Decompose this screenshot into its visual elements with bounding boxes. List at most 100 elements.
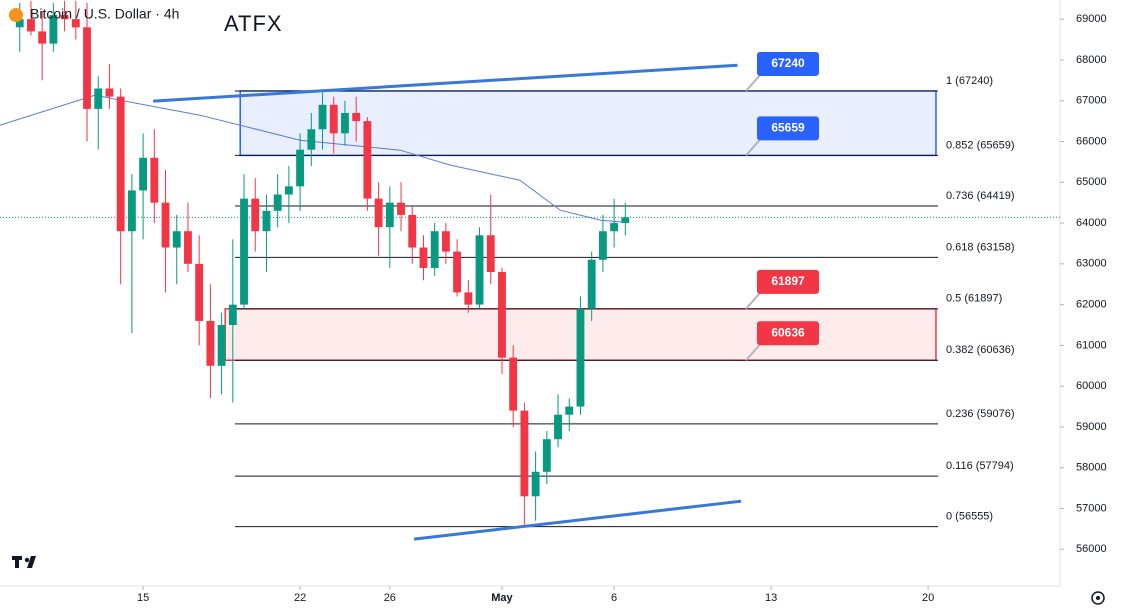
- y-tick-label: 60000: [1076, 380, 1107, 392]
- candle-body: [520, 410, 529, 497]
- candle-body: [498, 271, 506, 358]
- zone-badge-label: 65659: [771, 121, 805, 135]
- zone-badge-label: 60636: [771, 325, 805, 339]
- fib-label: 0.116 (57794): [946, 460, 1014, 472]
- zone-badge-label: 61897: [771, 274, 805, 288]
- candle-body: [318, 104, 327, 130]
- y-tick-label: 62000: [1076, 299, 1107, 311]
- fib-label: 1 (67240): [946, 75, 993, 87]
- x-tick-label: 6: [611, 592, 617, 604]
- candle-body: [486, 235, 495, 272]
- candle-body: [139, 157, 148, 191]
- candle-body: [284, 186, 293, 195]
- bitcoin-icon: [9, 8, 23, 22]
- fib-label: 0 (56555): [946, 511, 993, 523]
- fib-label: 0.5 (61897): [946, 293, 1002, 305]
- candle-body: [27, 19, 35, 32]
- candle-body: [105, 88, 114, 97]
- x-tick-label: 15: [137, 592, 149, 604]
- zone-badge: [757, 116, 819, 141]
- candle-body: [475, 235, 484, 305]
- watermark: ATFX: [224, 11, 283, 36]
- candle-body: [71, 19, 80, 28]
- y-tick-label: 64000: [1076, 217, 1107, 229]
- zone-badge: [757, 321, 819, 346]
- x-tick-label: 26: [384, 592, 396, 604]
- candle-body: [15, 19, 24, 28]
- y-tick-label: 58000: [1076, 462, 1107, 474]
- candle-body: [464, 292, 473, 305]
- x-tick-label: 13: [765, 592, 777, 604]
- candle-body: [217, 325, 226, 366]
- y-tick-label: 67000: [1076, 95, 1107, 107]
- badge-pointer: [745, 73, 762, 92]
- candle-body: [161, 202, 170, 248]
- chart-title: Bitcoin / U.S. Dollar · 4h: [30, 6, 179, 22]
- candle-body: [621, 217, 630, 224]
- y-tick-label: 63000: [1076, 258, 1107, 270]
- trend-line: [153, 63, 738, 103]
- candle-body: [195, 263, 204, 321]
- candle-body: [441, 231, 450, 252]
- candle-body: [565, 406, 574, 415]
- y-tick-label: 57000: [1076, 502, 1107, 514]
- candle-body: [307, 129, 316, 150]
- zone-badge: [757, 269, 819, 294]
- candle-body: [419, 247, 428, 268]
- tv-logo: [12, 556, 36, 568]
- y-tick-label: 68000: [1076, 54, 1107, 66]
- candle-body: [127, 190, 136, 232]
- y-tick-label: 65000: [1076, 176, 1107, 188]
- candle-body: [352, 112, 361, 122]
- plot-area: [0, 0, 1060, 541]
- candle-body: [262, 210, 271, 232]
- candle-body: [430, 231, 439, 268]
- candle-body: [38, 31, 47, 44]
- candle-body: [150, 157, 159, 203]
- fib-label: 0.382 (60636): [946, 344, 1015, 356]
- x-tick-label: 22: [294, 592, 306, 604]
- candle-body: [296, 149, 305, 187]
- y-tick-label: 69000: [1076, 13, 1107, 25]
- x-tick-label: 20: [922, 592, 934, 604]
- candle-body: [116, 96, 125, 232]
- y-tick-label: 61000: [1076, 339, 1107, 351]
- zone-badge: [757, 51, 819, 76]
- candle-body: [60, 15, 69, 20]
- badge-pointer: [745, 291, 762, 310]
- candle-body: [531, 471, 540, 497]
- candle-body: [273, 194, 282, 211]
- candle-body: [554, 414, 562, 440]
- candle-body: [408, 214, 417, 248]
- candle-body: [184, 231, 192, 264]
- candle-body: [453, 251, 462, 293]
- candle-body: [83, 27, 91, 109]
- fib-label: 0.736 (64419): [946, 190, 1015, 202]
- candle-body: [385, 202, 394, 228]
- candle-body: [206, 320, 215, 366]
- trend-line: [413, 499, 742, 541]
- fib-label: 0.852 (65659): [946, 139, 1015, 151]
- fib-label: 0.618 (63158): [946, 241, 1015, 253]
- candle-body: [576, 308, 585, 407]
- badge-pointer: [745, 137, 762, 157]
- badge-pointer: [745, 342, 762, 361]
- candle-body: [172, 231, 181, 248]
- candle-body: [587, 259, 596, 309]
- candle-body: [610, 223, 619, 232]
- candle-body: [542, 439, 551, 472]
- settings-icon[interactable]: [1091, 591, 1105, 605]
- candle-body: [509, 357, 518, 411]
- y-tick-label: 59000: [1076, 421, 1107, 433]
- candle-body: [329, 104, 338, 134]
- x-tick-label: May: [491, 592, 513, 604]
- candle-body: [341, 112, 349, 134]
- candle-body: [363, 121, 372, 199]
- y-tick-label: 66000: [1076, 135, 1107, 147]
- candle-body: [397, 202, 405, 215]
- y-tick-label: 56000: [1076, 543, 1107, 555]
- moving-average: [0, 94, 626, 223]
- candle-body: [94, 88, 103, 109]
- candle-body: [49, 15, 58, 44]
